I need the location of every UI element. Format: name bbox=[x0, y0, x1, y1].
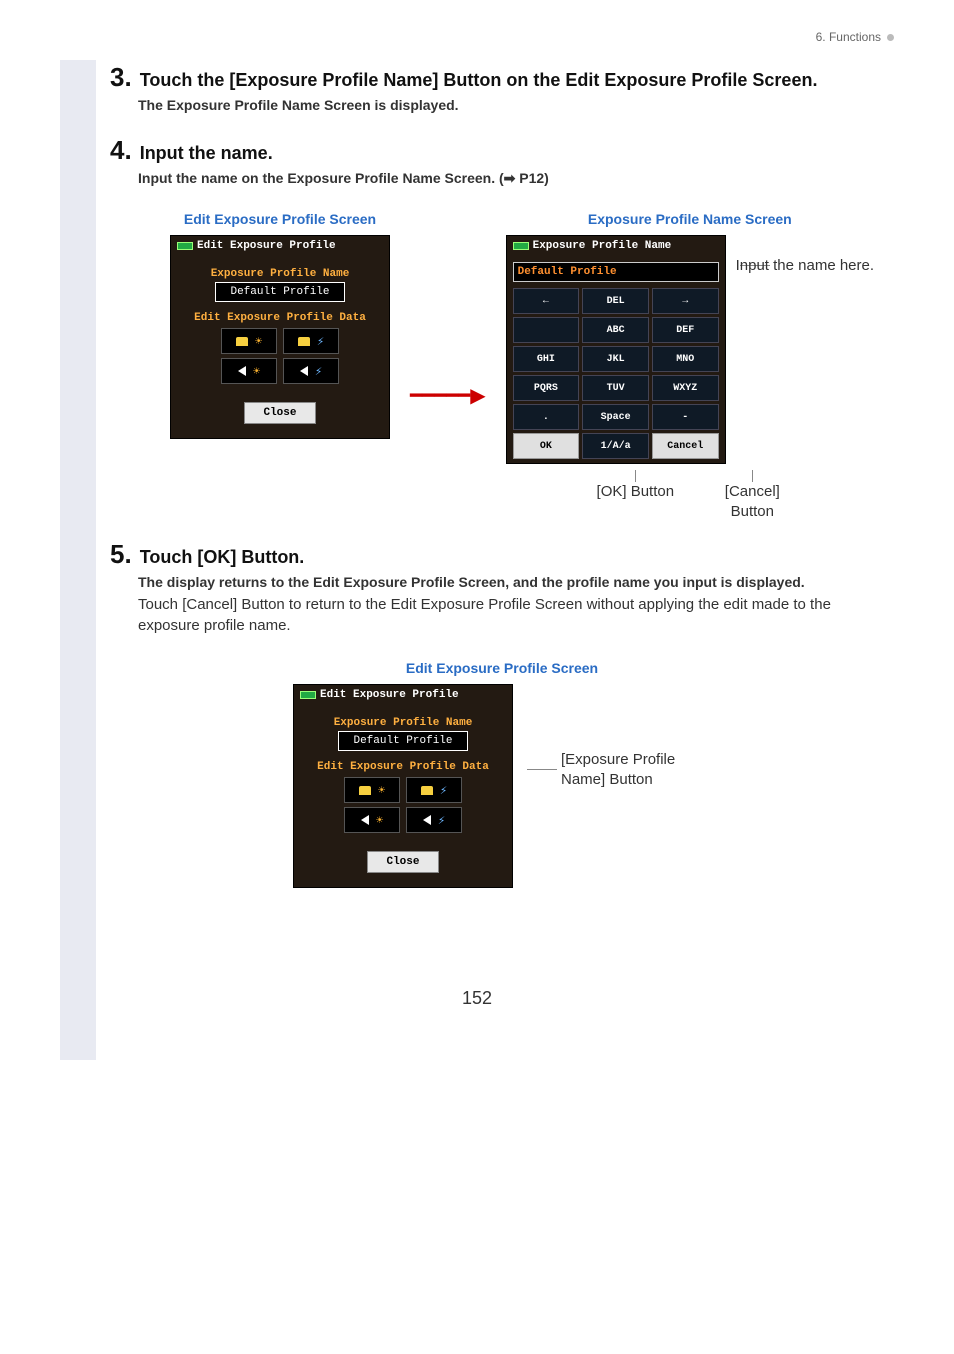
label-profile-name: Exposure Profile Name bbox=[211, 268, 350, 280]
data-btn-cam-bolt-1[interactable]: ⚡ bbox=[283, 328, 339, 354]
key-dot[interactable]: . bbox=[513, 404, 580, 430]
kp-title: Exposure Profile Name bbox=[533, 240, 672, 252]
caption-edit-1: Edit Exposure Profile Screen bbox=[184, 211, 376, 227]
key-ok[interactable]: OK bbox=[513, 433, 580, 459]
battery-icon-2 bbox=[513, 242, 529, 250]
key-wxyz[interactable]: WXYZ bbox=[652, 375, 719, 401]
data-btn-tri-sun-2[interactable]: ☀ bbox=[344, 807, 400, 833]
annot-name-btn: [Exposure Profile Name] Button bbox=[561, 750, 711, 789]
step-3: 3. Touch the [Exposure Profile Name] But… bbox=[110, 64, 894, 113]
close-button-1[interactable]: Close bbox=[244, 402, 315, 424]
name-input-screen: Exposure Profile Name Default Profile ← … bbox=[506, 235, 726, 464]
label-profile-name-2: Exposure Profile Name bbox=[334, 717, 473, 729]
step-3-sub: The Exposure Profile Name Screen is disp… bbox=[138, 97, 894, 113]
step-4-num: 4. bbox=[110, 137, 132, 163]
key-pqrs[interactable]: PQRS bbox=[513, 375, 580, 401]
close-button-2[interactable]: Close bbox=[367, 851, 438, 873]
name-input-field[interactable]: Default Profile bbox=[513, 262, 719, 282]
label-profile-data-2: Edit Exposure Profile Data bbox=[317, 761, 489, 773]
device-title-2: Edit Exposure Profile bbox=[320, 689, 459, 701]
header-section: 6. Functions bbox=[60, 30, 894, 44]
key-tuv[interactable]: TUV bbox=[582, 375, 649, 401]
caption-edit-2: Edit Exposure Profile Screen bbox=[406, 660, 598, 676]
step-3-title: Touch the [Exposure Profile Name] Button… bbox=[140, 70, 818, 91]
device-title: Edit Exposure Profile bbox=[197, 240, 336, 252]
battery-icon-3 bbox=[300, 691, 316, 699]
annot-input-here: Input the name here. bbox=[736, 256, 874, 276]
step-5: 5. Touch [OK] Button. The display return… bbox=[110, 541, 894, 636]
data-btn-cam-sun-1[interactable]: ☀ bbox=[221, 328, 277, 354]
profile-name-button-1[interactable]: Default Profile bbox=[215, 282, 345, 302]
key-space[interactable]: Space bbox=[582, 404, 649, 430]
figure-row-1: Edit Exposure Profile Screen Edit Exposu… bbox=[170, 211, 894, 521]
step-4: 4. Input the name. Input the name on the… bbox=[110, 137, 894, 187]
key-jkl[interactable]: JKL bbox=[582, 346, 649, 372]
edit-profile-screen-1: Edit Exposure Profile Exposure Profile N… bbox=[170, 235, 390, 439]
key-mode[interactable]: 1/A/a bbox=[582, 433, 649, 459]
page-number: 152 bbox=[60, 988, 894, 1009]
battery-icon bbox=[177, 242, 193, 250]
key-abc[interactable]: ABC bbox=[582, 317, 649, 343]
data-btn-tri-bolt-1[interactable]: ⚡ bbox=[283, 358, 339, 384]
data-btn-tri-bolt-2[interactable]: ⚡ bbox=[406, 807, 462, 833]
key-del[interactable]: DEL bbox=[582, 288, 649, 314]
step-3-num: 3. bbox=[110, 64, 132, 90]
key-cancel[interactable]: Cancel bbox=[652, 433, 719, 459]
key-ghi[interactable]: GHI bbox=[513, 346, 580, 372]
data-btn-tri-sun-1[interactable]: ☀ bbox=[221, 358, 277, 384]
data-btn-cam-bolt-2[interactable]: ⚡ bbox=[406, 777, 462, 803]
label-profile-data: Edit Exposure Profile Data bbox=[194, 312, 366, 324]
key-mno[interactable]: MNO bbox=[652, 346, 719, 372]
side-accent-bar bbox=[60, 60, 96, 1060]
key-dash[interactable]: - bbox=[652, 404, 719, 430]
annot-ok: [OK] Button bbox=[597, 483, 675, 500]
arrow-to-keypad-icon: ━━━━━▶ bbox=[410, 386, 486, 406]
step-5-title: Touch [OK] Button. bbox=[140, 547, 305, 568]
step-5-num: 5. bbox=[110, 541, 132, 567]
step-4-sub: Input the name on the Exposure Profile N… bbox=[138, 170, 894, 187]
key-def[interactable]: DEF bbox=[652, 317, 719, 343]
edit-profile-screen-2: Edit Exposure Profile Exposure Profile N… bbox=[293, 684, 513, 888]
step-4-title: Input the name. bbox=[140, 143, 273, 164]
step-5-body: Touch [Cancel] Button to return to the E… bbox=[138, 594, 894, 636]
key-left[interactable]: ← bbox=[513, 288, 580, 314]
step-5-sub: The display returns to the Edit Exposure… bbox=[138, 574, 894, 590]
key-right[interactable]: → bbox=[652, 288, 719, 314]
data-btn-cam-sun-2[interactable]: ☀ bbox=[344, 777, 400, 803]
annot-cancel: [Cancel] Button bbox=[725, 483, 780, 520]
key-blank[interactable] bbox=[513, 317, 580, 343]
profile-name-button-2[interactable]: Default Profile bbox=[338, 731, 468, 751]
caption-name-screen: Exposure Profile Name Screen bbox=[588, 211, 792, 227]
